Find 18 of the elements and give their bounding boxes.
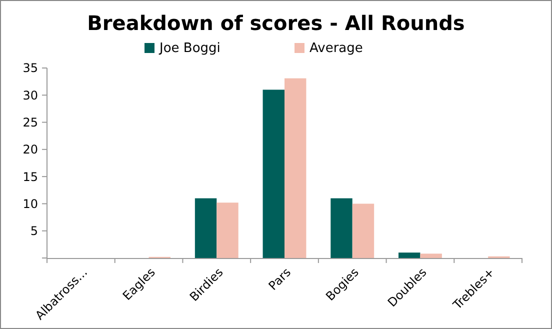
legend-label: Average bbox=[310, 41, 363, 56]
y-tick-label: 25 bbox=[22, 115, 38, 130]
bar bbox=[420, 254, 442, 258]
bar bbox=[216, 202, 238, 258]
bar bbox=[330, 198, 352, 258]
legend-label: Joe Boggi bbox=[158, 41, 220, 56]
y-tick-label: 10 bbox=[22, 196, 38, 211]
y-tick-label: 20 bbox=[22, 142, 38, 157]
bar bbox=[398, 252, 420, 258]
y-tick-label: 5 bbox=[30, 224, 38, 238]
bar bbox=[262, 90, 284, 258]
bar bbox=[194, 198, 217, 258]
bar bbox=[284, 78, 306, 258]
bar bbox=[352, 204, 374, 258]
y-tick-label: 15 bbox=[22, 170, 38, 184]
y-tick-label: 30 bbox=[22, 88, 38, 102]
chart-title: Breakdown of scores - All Rounds bbox=[87, 11, 465, 35]
y-tick-label: 35 bbox=[22, 61, 38, 76]
